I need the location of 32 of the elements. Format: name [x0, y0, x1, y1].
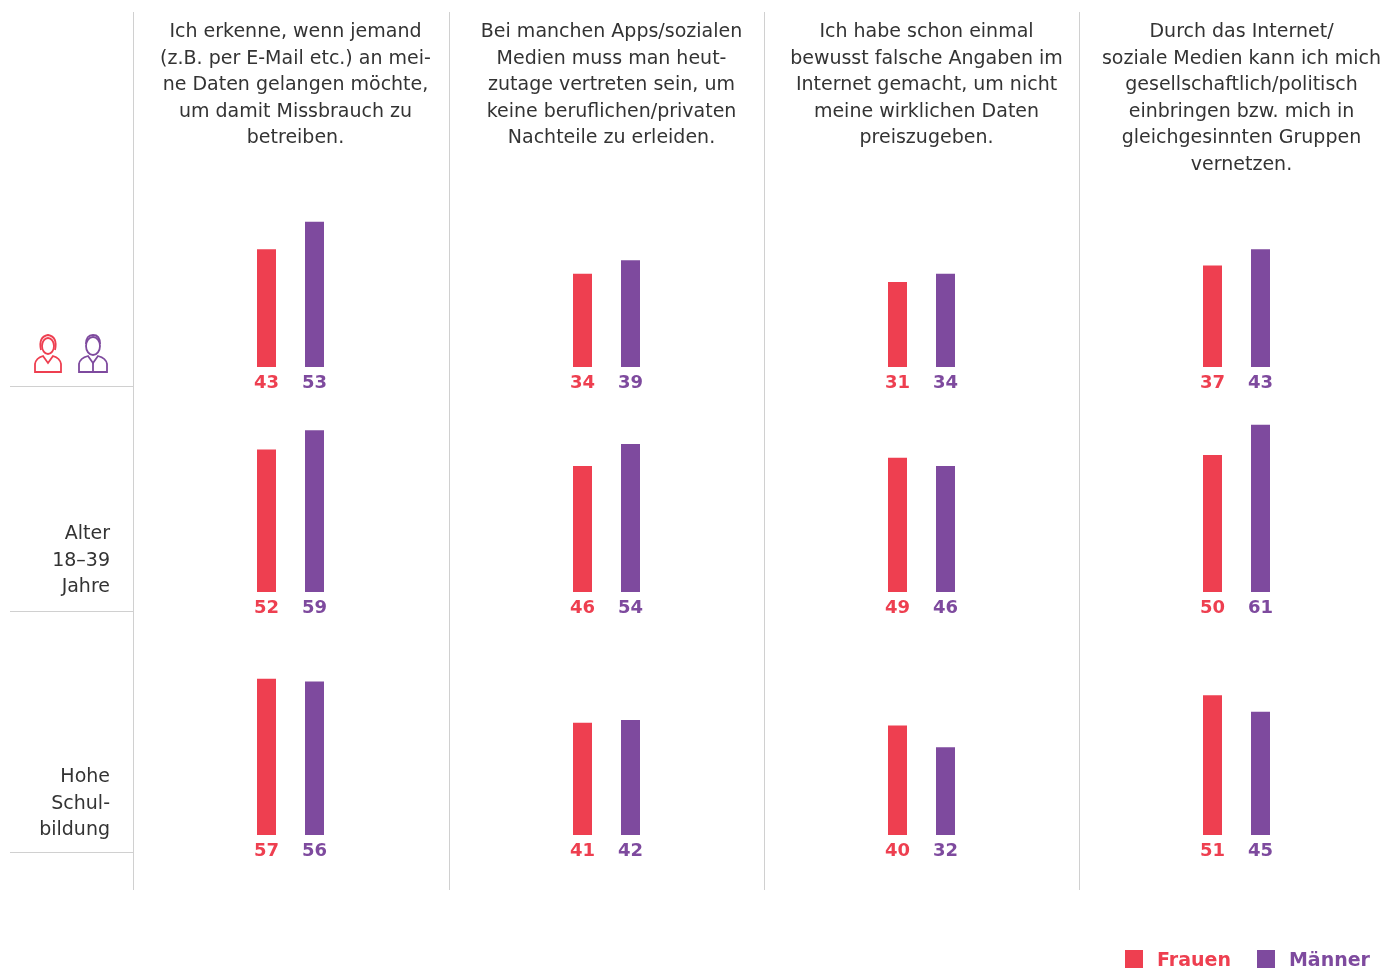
data-label: 31 — [884, 370, 911, 392]
chart-title: Durch das Internet/ soziale Medien kann ich mich gesellschaftlich/politisch einbringen bzw. mich in gleichgesinnten Gruppen vernetzen. — [1101, 19, 1382, 174]
data-label: 41 — [569, 838, 596, 860]
data-label: 51 — [1199, 838, 1226, 860]
text: Frauen — [1157, 948, 1231, 970]
data-label: 34 — [569, 370, 596, 392]
data-label: 56 — [301, 838, 328, 860]
data-label: 40 — [884, 838, 911, 860]
data-label: 39 — [617, 370, 644, 392]
data-label: 32 — [932, 838, 959, 860]
chart-title: Bei manchen Apps/sozialen Medien muss man heut- zutage vertreten sein, um keine beruflichen/privaten Nachteile zu erleiden. — [480, 19, 743, 148]
chart-title: Ich habe schon einmal bewusst falsche Angaben im Internet gemacht, um nicht meine wirklichen Daten preiszugeben. — [790, 19, 1063, 148]
data-label: 43 — [1247, 370, 1274, 392]
data-label: 46 — [569, 595, 596, 617]
data-label: 42 — [617, 838, 644, 860]
data-label: 49 — [884, 595, 911, 617]
data-label: 52 — [253, 595, 280, 617]
data-label: 37 — [1199, 370, 1226, 392]
data-label: 50 — [1199, 595, 1226, 617]
chart-title: Ich erkenne, wenn jemand (z.B. per E-Mail etc.) an mei- ne Daten gelangen möchte, um damit Missbrauch zu betreiben. — [160, 19, 431, 148]
data-label: 46 — [932, 595, 959, 617]
data-label: 54 — [617, 595, 644, 617]
data-label: 61 — [1247, 595, 1274, 617]
data-label: 45 — [1247, 838, 1274, 860]
data-label: 59 — [301, 595, 328, 617]
data-label: 34 — [932, 370, 959, 392]
data-label: 53 — [301, 370, 328, 392]
data-label: 57 — [253, 838, 280, 860]
data-label: 43 — [253, 370, 280, 392]
y-axis-title: Alter 18–39 Jahre — [52, 520, 110, 598]
text: Männer — [1288, 948, 1370, 970]
y-axis-title: Hohe Schul- bildung — [39, 763, 110, 841]
